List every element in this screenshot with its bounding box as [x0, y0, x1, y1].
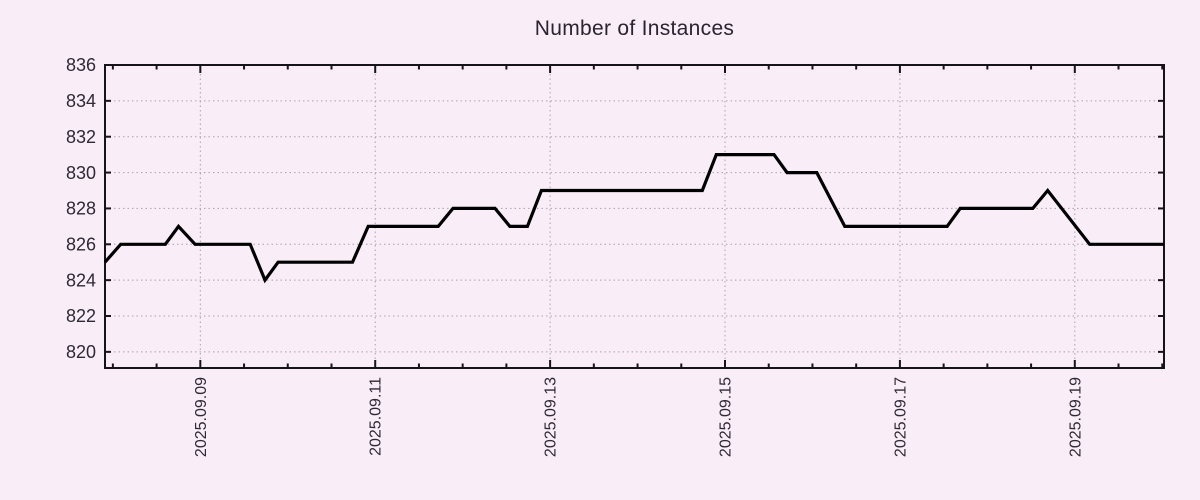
y-tick-label: 830 — [66, 163, 96, 183]
x-tick-label: 2025.09.15 — [718, 377, 735, 457]
y-tick-label: 824 — [66, 270, 96, 290]
y-tick-label: 832 — [66, 127, 96, 147]
x-tick-label: 2025.09.11 — [368, 377, 385, 456]
y-tick-label: 822 — [66, 306, 96, 326]
y-tick-label: 836 — [66, 55, 96, 75]
x-tick-label: 2025.09.17 — [892, 377, 909, 457]
x-tick-label: 2025.09.13 — [543, 377, 560, 457]
y-tick-label: 828 — [66, 199, 96, 219]
series-line — [103, 153, 1164, 284]
x-tick-label: 2025.09.19 — [1067, 377, 1084, 457]
y-tick-label: 820 — [66, 342, 96, 362]
y-tick-label: 834 — [66, 91, 96, 111]
plot-border — [104, 64, 1165, 369]
x-tick-label: 2025.09.09 — [193, 377, 210, 457]
chart-title: Number of Instances — [534, 17, 735, 40]
y-tick-label: 826 — [66, 234, 96, 254]
